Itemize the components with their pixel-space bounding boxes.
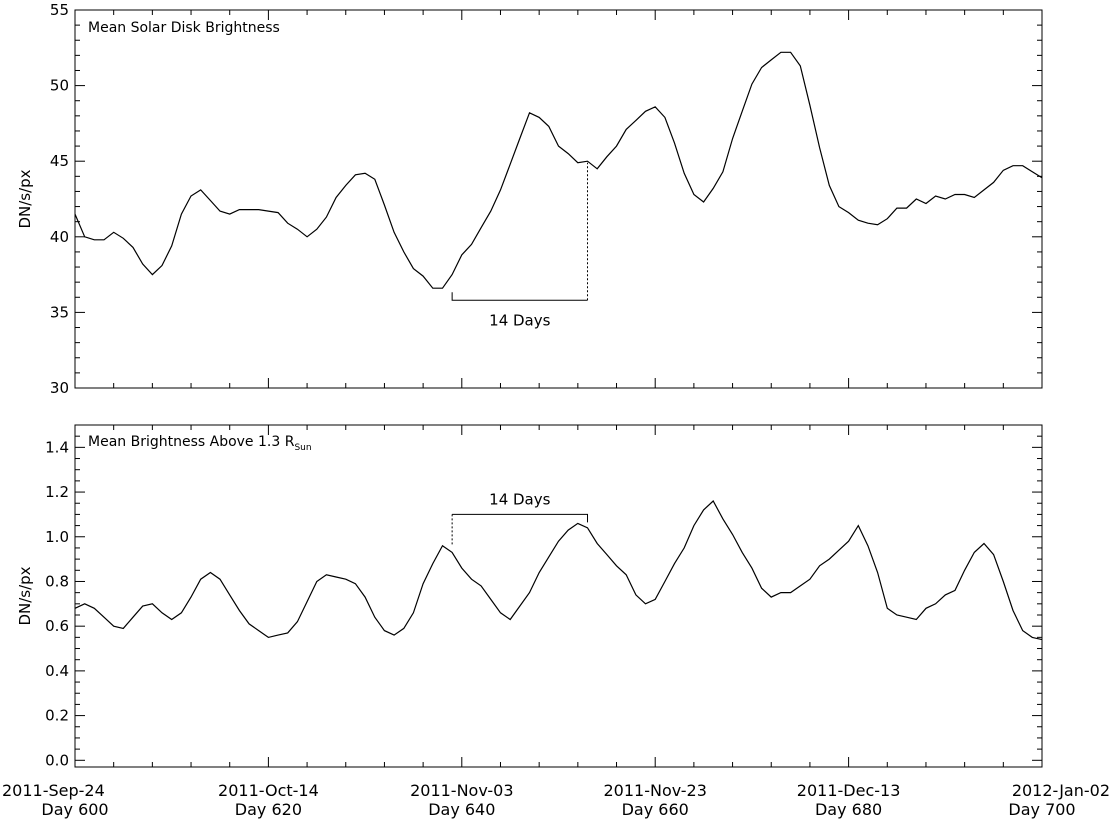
y-tick-label: 45 — [50, 152, 69, 170]
x-tick-day-label: Day 600 — [41, 800, 108, 819]
y-tick-label: 1.0 — [45, 528, 69, 546]
bottom-brightness-line — [74, 500, 1043, 641]
bottom-annotation-label: 14 Days — [489, 490, 550, 508]
bottom-plot-frame — [74, 424, 1043, 768]
y-tick-label: 55 — [50, 1, 69, 19]
top-y-axis-title: DN/s/px — [16, 169, 34, 228]
bottom-panel-title-subscript: Sun — [294, 443, 311, 453]
y-tick-label: 35 — [50, 303, 69, 321]
top-plot-frame — [74, 9, 1043, 389]
top-bracket — [451, 292, 588, 301]
x-tick-date-label: 2012-Jan-02 — [1012, 781, 1110, 800]
bottom-y-tick-labels: 0.0 0.2 0.4 0.6 0.8 1.0 1.2 1.4 — [45, 438, 69, 769]
top-panel-title: Mean Solar Disk Brightness — [88, 20, 280, 36]
bottom-panel-title-main: Mean Brightness Above 1.3 R — [88, 434, 295, 450]
bottom-ticks — [74, 424, 1043, 767]
y-tick-label: 0.0 — [45, 751, 69, 769]
y-tick-label: 0.2 — [45, 707, 69, 725]
x-tick-date-label: 2011-Sep-24 — [2, 781, 105, 800]
y-tick-label: 0.6 — [45, 617, 69, 635]
bottom-panel-title: Mean Brightness Above 1.3 RSun — [88, 434, 312, 453]
top-panel: 30 35 40 45 50 55 DN/s/px Mean Solar Disk Bri… — [16, 1, 1043, 397]
top-ticks — [74, 9, 1043, 389]
x-tick-date-label: 2011-Nov-23 — [603, 781, 706, 800]
top-brightness-line — [74, 51, 1043, 289]
y-tick-label: 40 — [50, 228, 69, 246]
bottom-14-days-annotation: 14 Days — [451, 490, 589, 546]
x-tick-day-label: Day 660 — [622, 800, 689, 819]
bottom-bracket — [452, 513, 589, 523]
y-tick-label: 0.4 — [45, 662, 69, 680]
top-14-days-annotation: 14 Days — [451, 162, 589, 329]
y-tick-label: 1.4 — [45, 438, 69, 456]
y-tick-label: 30 — [50, 379, 69, 397]
y-tick-label: 0.8 — [45, 572, 69, 590]
y-tick-label: 50 — [50, 77, 69, 95]
bottom-y-axis-title: DN/s/px — [16, 566, 34, 625]
x-tick-date-label: 2011-Oct-14 — [218, 781, 319, 800]
x-tick-date-label: 2011-Nov-03 — [410, 781, 513, 800]
x-tick-day-label: Day 680 — [815, 800, 882, 819]
top-y-tick-labels: 30 35 40 45 50 55 — [50, 1, 69, 397]
x-tick-day-label: Day 620 — [235, 800, 302, 819]
top-annotation-label: 14 Days — [489, 311, 550, 329]
y-tick-label: 1.2 — [45, 483, 69, 501]
x-tick-day-label: Day 700 — [1008, 800, 1075, 819]
bottom-panel: 0.0 0.2 0.4 0.6 0.8 1.0 1.2 1.4 DN/s/px Mean Br… — [2, 424, 1110, 819]
x-tick-day-label: Day 640 — [428, 800, 495, 819]
x-tick-date-label: 2011-Dec-13 — [797, 781, 901, 800]
